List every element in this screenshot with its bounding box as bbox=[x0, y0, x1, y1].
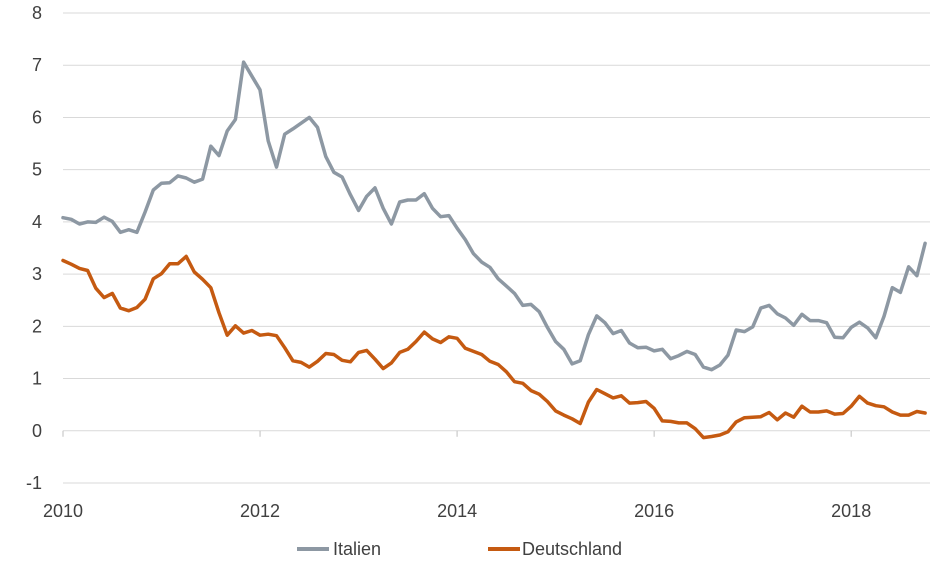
y-tick-label: 5 bbox=[32, 160, 42, 180]
y-tick-label: 0 bbox=[32, 421, 42, 441]
y-tick-label: -1 bbox=[26, 473, 42, 493]
y-tick-label: 2 bbox=[32, 316, 42, 336]
y-tick-label: 4 bbox=[32, 212, 42, 232]
y-tick-label: 6 bbox=[32, 107, 42, 127]
x-tick-label: 2012 bbox=[240, 501, 280, 521]
x-tick-label: 2016 bbox=[634, 501, 674, 521]
legend-label-deutschland: Deutschland bbox=[522, 539, 622, 559]
y-tick-label: 8 bbox=[32, 3, 42, 23]
y-tick-label: 3 bbox=[32, 264, 42, 284]
legend: Italien Deutschland bbox=[297, 539, 622, 559]
x-tick-label: 2014 bbox=[437, 501, 477, 521]
x-tick-label: 2010 bbox=[43, 501, 83, 521]
legend-label-italien: Italien bbox=[333, 539, 381, 559]
y-tick-label: 7 bbox=[32, 55, 42, 75]
series-line-deutschland bbox=[61, 254, 927, 440]
gridlines bbox=[62, 12, 930, 484]
x-tick-label: 2018 bbox=[831, 501, 871, 521]
series-lines bbox=[61, 60, 927, 440]
series-line-italien bbox=[61, 60, 927, 372]
x-axis-tick-labels: 2010 2012 2014 2016 2018 bbox=[43, 501, 871, 521]
y-axis-tick-labels: -1 0 1 2 3 4 5 6 7 8 bbox=[26, 3, 42, 493]
y-tick-label: 1 bbox=[32, 369, 42, 389]
